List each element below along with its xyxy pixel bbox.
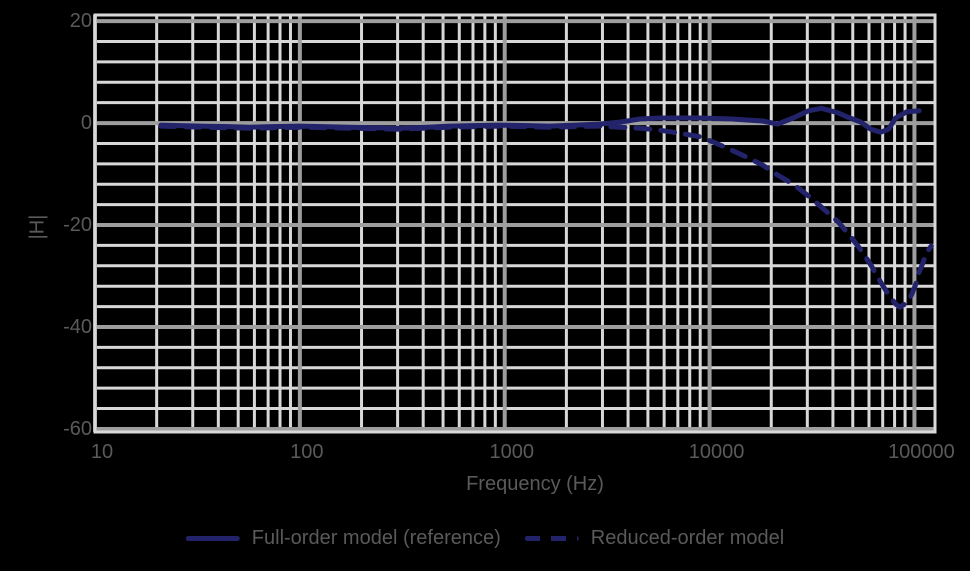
x-tick-label: 1000 xyxy=(489,441,534,463)
legend-item-label: Full-order model (reference) xyxy=(251,526,501,549)
series-dashed-line xyxy=(158,123,934,310)
legend: Full-order model (reference) Reduced-ord… xyxy=(185,525,785,551)
y-tick-label: 0 xyxy=(80,112,92,135)
plot-border xyxy=(93,13,937,434)
legend-item: Full-order model (reference) xyxy=(185,526,501,550)
series-solid-line xyxy=(158,105,922,135)
x-tick-label: 10000 xyxy=(688,441,745,463)
legend-item-label: Reduced-order model xyxy=(590,526,785,549)
y-tick-label: -40 xyxy=(63,315,92,338)
x-tick-label: 100000 xyxy=(888,441,955,463)
y-axis-label: |H| xyxy=(26,214,49,240)
grid-major xyxy=(93,15,935,432)
legend-item: Reduced-order model xyxy=(524,526,785,550)
solid-line-sample-icon xyxy=(185,535,240,541)
y-tick-label: 20 xyxy=(69,10,92,33)
x-tick-label: 100 xyxy=(290,441,324,463)
x-axis-label: Frequency (Hz) xyxy=(466,473,604,495)
y-tick-label: -20 xyxy=(63,214,92,237)
x-tick-label: 10 xyxy=(90,441,114,463)
y-tick-label: -60 xyxy=(63,417,92,440)
dashed-line-sample-icon xyxy=(524,535,579,541)
